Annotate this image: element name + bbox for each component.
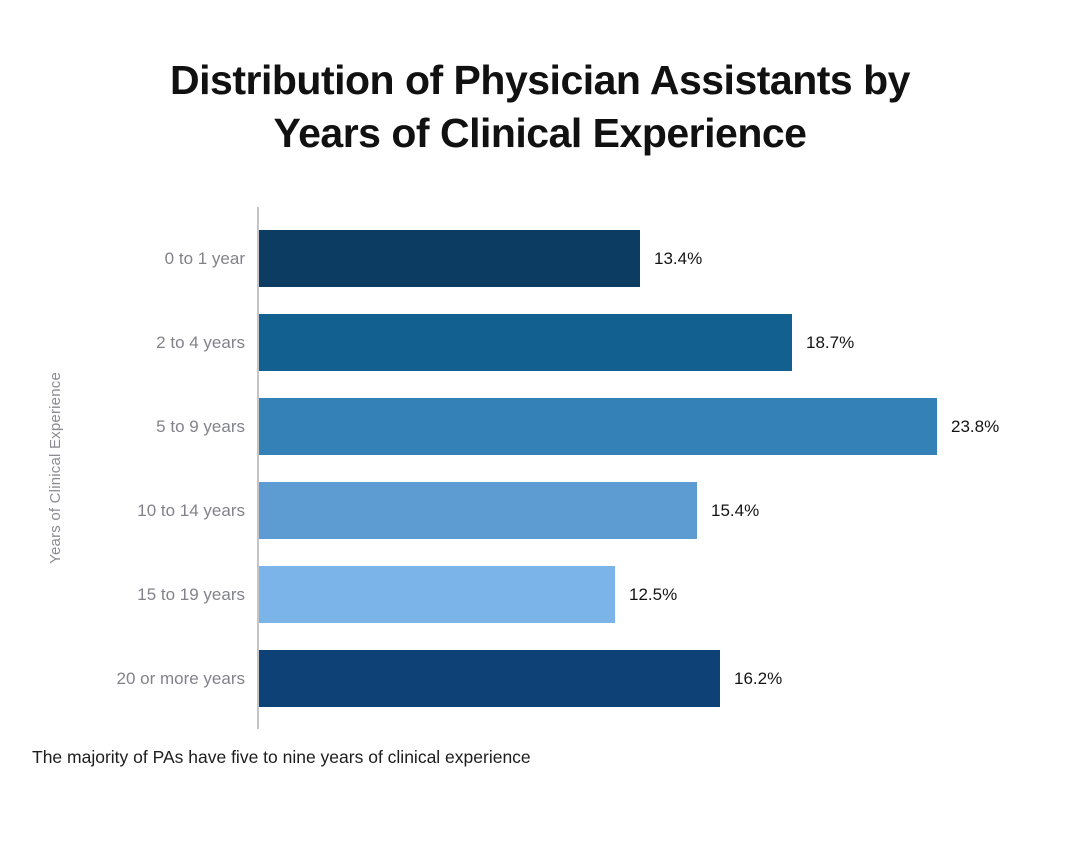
bar-rows: 0 to 1 year 13.4% 2 to 4 years 18.7% 5 t… — [0, 217, 1080, 721]
bar-row: 10 to 14 years 15.4% — [0, 469, 1080, 553]
bar-area: 12.5% — [258, 553, 1080, 637]
bar-row: 15 to 19 years 12.5% — [0, 553, 1080, 637]
bar-area: 18.7% — [258, 301, 1080, 385]
chart-title-line-2: Years of Clinical Experience — [273, 110, 807, 157]
bar-row: 2 to 4 years 18.7% — [0, 301, 1080, 385]
chart-title-line-1: Distribution of Physician Assistants by — [170, 57, 910, 103]
value-label: 12.5% — [629, 584, 678, 604]
bar — [258, 482, 697, 540]
bar-area: 15.4% — [258, 469, 1080, 553]
value-label: 16.2% — [734, 668, 783, 688]
category-label: 10 to 14 years — [137, 500, 245, 520]
bar-area: 16.2% — [258, 637, 1080, 721]
bar — [258, 314, 792, 372]
bar — [258, 230, 640, 288]
bar-row: 0 to 1 year 13.4% — [0, 217, 1080, 301]
bar-area: 13.4% — [258, 217, 1080, 301]
value-label: 23.8% — [951, 416, 1000, 436]
value-label: 18.7% — [806, 332, 855, 352]
category-label: 15 to 19 years — [137, 584, 245, 604]
chart-title: Distribution of Physician Assistants by … — [90, 54, 990, 161]
y-axis-title: Years of Clinical Experience — [46, 371, 64, 564]
value-label: 15.4% — [711, 500, 760, 520]
bar-row: 20 or more years 16.2% — [0, 637, 1080, 721]
y-axis-line — [257, 206, 259, 729]
bar — [258, 398, 937, 456]
bar — [258, 566, 615, 624]
chart-footnote: The majority of PAs have five to nine ye… — [32, 746, 531, 767]
chart-canvas: Distribution of Physician Assistants by … — [0, 54, 1080, 864]
category-label: 0 to 1 year — [164, 248, 245, 268]
category-label: 5 to 9 years — [156, 416, 245, 436]
category-label: 2 to 4 years — [156, 332, 245, 352]
y-axis-title-container: Years of Clinical Experience — [0, 207, 110, 729]
bar — [258, 650, 720, 708]
value-label: 13.4% — [654, 248, 703, 268]
category-label: 20 or more years — [116, 668, 246, 688]
plot-area: Years of Clinical Experience 0 to 1 year… — [0, 206, 1080, 729]
bar-area: 23.8% — [258, 385, 1080, 469]
bar-row: 5 to 9 years 23.8% — [0, 385, 1080, 469]
